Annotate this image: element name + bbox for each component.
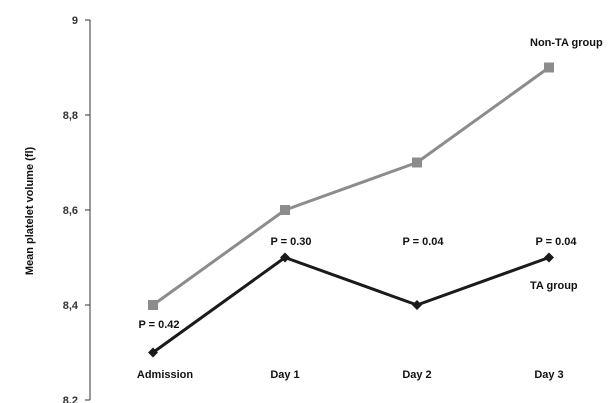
series-label-non-ta: Non-TA group — [530, 37, 603, 49]
series-line-non-ta — [152, 66, 550, 307]
series-label-ta: TA group — [530, 280, 578, 292]
y-ticks: 8,2 8,4 8,6 8,8 9 — [63, 15, 90, 403]
series-labels: Non-TA group TA group — [530, 37, 603, 292]
y-tick-label: 8,8 — [63, 110, 78, 122]
y-tick-label: 8,2 — [63, 395, 78, 403]
series-line-ta — [152, 256, 550, 354]
data-point — [544, 252, 554, 263]
data-point — [412, 157, 422, 168]
series-layer — [148, 62, 554, 358]
p-value-annotation: P = 0.30 — [270, 236, 311, 248]
x-category-label: Day 3 — [534, 369, 563, 381]
p-value-annotations: P = 0.42 P = 0.30 P = 0.04 P = 0.04 — [138, 236, 577, 331]
data-point — [280, 205, 290, 215]
x-category-label: Day 1 — [270, 369, 299, 381]
y-axis-title: Mean platelet volume (fl) — [24, 146, 36, 275]
y-tick-label: 9 — [72, 15, 78, 27]
x-category-label: Day 2 — [402, 369, 431, 381]
data-point — [280, 252, 290, 263]
y-tick-label: 8,4 — [63, 300, 79, 312]
x-category-label: Admission — [137, 369, 194, 381]
p-value-annotation: P = 0.04 — [402, 236, 444, 248]
p-value-annotation: P = 0.04 — [535, 236, 577, 248]
p-value-annotation: P = 0.42 — [138, 319, 179, 331]
category-labels: Admission Day 1 Day 2 Day 3 — [137, 369, 564, 381]
data-point — [148, 300, 158, 310]
y-tick-label: 8,6 — [63, 205, 78, 217]
data-point — [544, 62, 554, 73]
data-point — [412, 300, 422, 310]
data-point — [148, 347, 158, 358]
